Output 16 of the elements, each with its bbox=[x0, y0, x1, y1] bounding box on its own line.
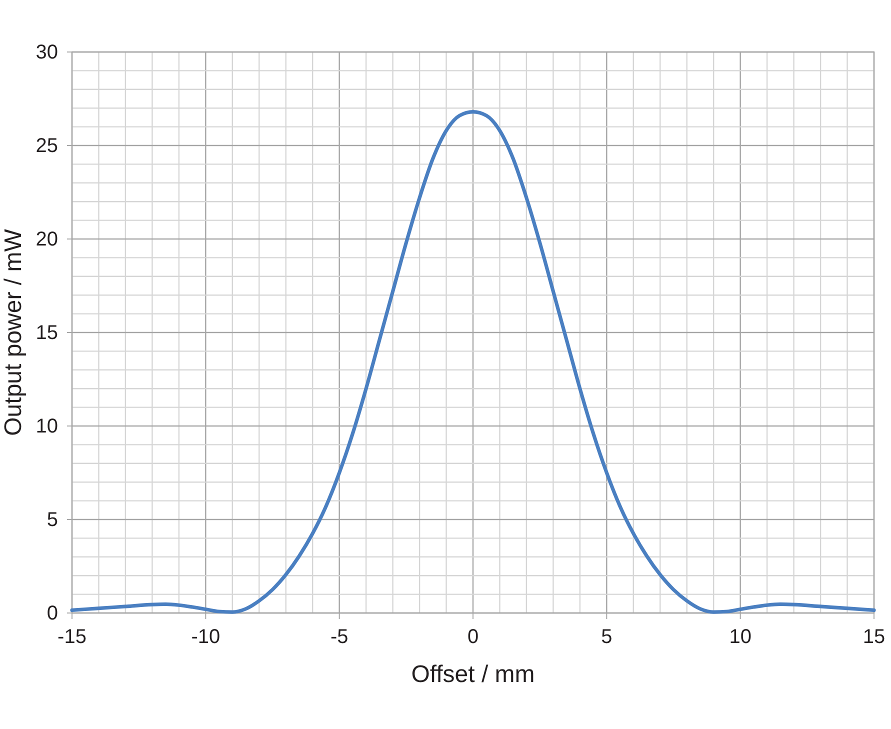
x-tick-label: -15 bbox=[58, 626, 86, 648]
y-tick-label: 0 bbox=[46, 602, 58, 624]
x-tick-label: 0 bbox=[467, 626, 479, 648]
x-tick-label: -5 bbox=[330, 626, 348, 648]
y-axis-title: Output power / mW bbox=[0, 228, 27, 436]
y-tick-label: 15 bbox=[36, 322, 58, 344]
x-tick-label: 5 bbox=[601, 626, 612, 648]
y-tick-label: 20 bbox=[36, 228, 58, 250]
y-tick-label: 5 bbox=[46, 508, 58, 531]
x-tick-label: 15 bbox=[862, 626, 886, 648]
y-tick-label: 30 bbox=[36, 41, 58, 64]
x-axis-title: Offset / mm bbox=[411, 661, 535, 688]
y-tick-label: 25 bbox=[36, 134, 58, 157]
x-tick-label: -10 bbox=[191, 626, 220, 648]
y-tick-label: 10 bbox=[36, 415, 58, 438]
x-tick-label: 10 bbox=[729, 626, 752, 648]
